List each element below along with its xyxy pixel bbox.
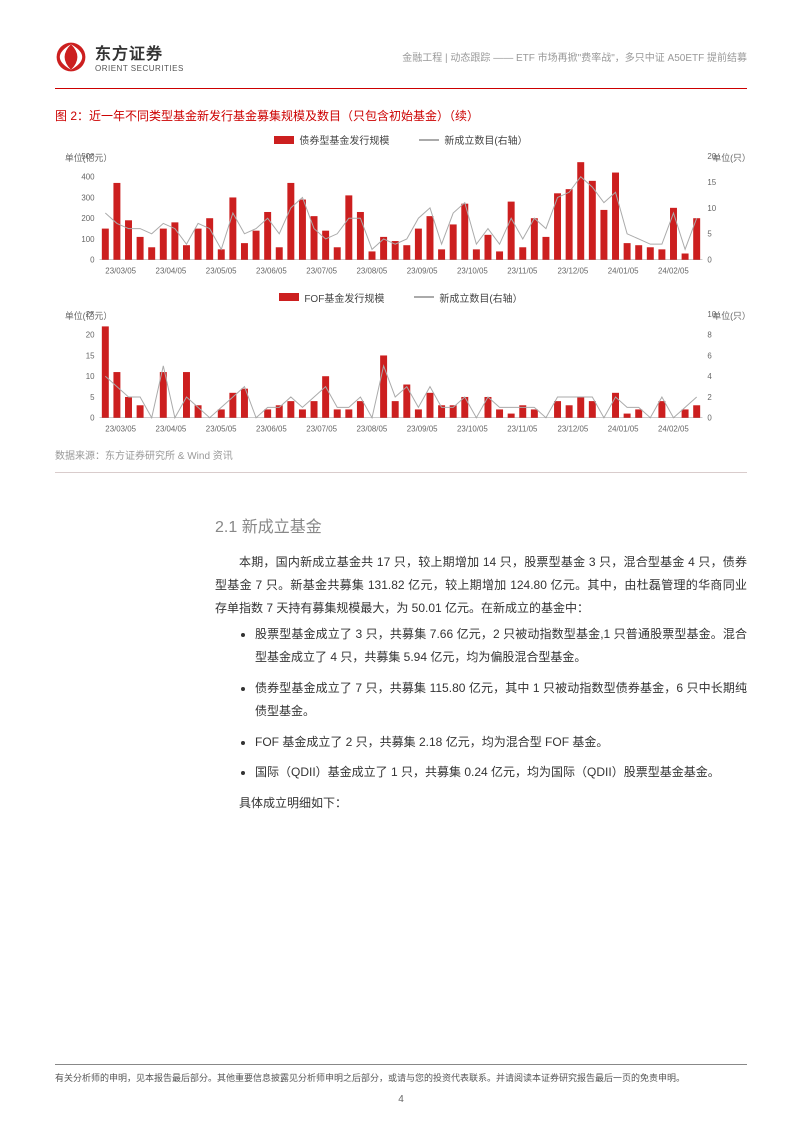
svg-text:23/04/05: 23/04/05: [156, 424, 187, 433]
chart1-svg: 单位(亿元）单位(只）01002003004005000510152023/03…: [55, 151, 747, 280]
section-heading: 2.1 新成立基金: [215, 513, 747, 537]
svg-text:23/07/05: 23/07/05: [306, 267, 337, 276]
logo-en: ORIENT SECURITIES: [95, 64, 184, 73]
legend-bar-2-label: FOF基金发行规模: [304, 290, 384, 305]
svg-text:23/11/05: 23/11/05: [507, 424, 538, 433]
bullet-item: 股票型基金成立了 3 只，共募集 7.66 亿元，2 只被动指数型基金,1 只普…: [255, 623, 747, 669]
page-header: 东方证券 ORIENT SECURITIES 金融工程 | 动态跟踪 —— ET…: [55, 40, 747, 73]
svg-text:0: 0: [90, 256, 95, 265]
svg-text:0: 0: [90, 413, 95, 422]
svg-text:6: 6: [707, 351, 712, 360]
svg-text:4: 4: [707, 372, 712, 381]
chart-fof-funds: FOF基金发行规模 新成立数目(右轴） 单位(亿元）单位(只）051015202…: [55, 290, 747, 438]
svg-text:23/12/05: 23/12/05: [558, 424, 589, 433]
svg-text:23/07/05: 23/07/05: [306, 424, 337, 433]
legend-line-1-label: 新成立数目(右轴）: [444, 132, 527, 147]
svg-text:23/03/05: 23/03/05: [105, 267, 136, 276]
header-breadcrumb: 金融工程 | 动态跟踪 —— ETF 市场再掀"费率战"，多只中证 A50ETF…: [402, 49, 747, 64]
legend-line-2-label: 新成立数目(右轴）: [439, 290, 522, 305]
svg-text:10: 10: [86, 372, 95, 381]
legend-bar-1: 债券型基金发行规模: [274, 132, 389, 147]
svg-text:0: 0: [707, 413, 712, 422]
section-paragraph: 本期，国内新成立基金共 17 只，较上期增加 14 只，股票型基金 3 只，混合…: [215, 551, 747, 619]
svg-text:24/02/05: 24/02/05: [658, 267, 689, 276]
svg-text:23/08/05: 23/08/05: [357, 424, 388, 433]
logo-cn: 东方证券: [95, 40, 184, 64]
svg-text:20: 20: [707, 152, 716, 161]
source-rule: [55, 472, 747, 473]
svg-text:25: 25: [86, 309, 95, 318]
svg-text:23/10/05: 23/10/05: [457, 424, 488, 433]
svg-text:23/06/05: 23/06/05: [256, 424, 287, 433]
svg-text:24/02/05: 24/02/05: [658, 424, 689, 433]
svg-text:5: 5: [90, 392, 95, 401]
svg-text:100: 100: [81, 235, 95, 244]
closing-text: 具体成立明细如下：: [215, 792, 747, 815]
svg-text:15: 15: [707, 178, 716, 187]
section-para-text: 本期，国内新成立基金共 17 只，较上期增加 14 只，股票型基金 3 只，混合…: [215, 551, 747, 619]
svg-text:400: 400: [81, 173, 95, 182]
chart-bond-funds: 债券型基金发行规模 新成立数目(右轴） 单位(亿元）单位(只）010020030…: [55, 132, 747, 280]
svg-text:10: 10: [707, 204, 716, 213]
bullet-list: 股票型基金成立了 3 只，共募集 7.66 亿元，2 只被动指数型基金,1 只普…: [255, 623, 747, 784]
svg-text:15: 15: [86, 351, 95, 360]
chart2-svg: 单位(亿元）单位(只）0510152025024681023/03/0523/0…: [55, 309, 747, 438]
page-number: 4: [55, 1094, 747, 1105]
svg-text:24/01/05: 24/01/05: [608, 267, 639, 276]
legend-line-1: 新成立数目(右轴）: [419, 132, 527, 147]
data-source: 数据来源：东方证券研究所 & Wind 资讯: [55, 447, 747, 462]
bullet-item: FOF 基金成立了 2 只，共募集 2.18 亿元，均为混合型 FOF 基金。: [255, 731, 747, 754]
svg-text:23/03/05: 23/03/05: [105, 424, 136, 433]
bullet-item: 国际（QDII）基金成立了 1 只，共募集 0.24 亿元，均为国际（QDII）…: [255, 761, 747, 784]
svg-text:23/09/05: 23/09/05: [407, 424, 438, 433]
svg-text:0: 0: [707, 256, 712, 265]
svg-text:23/05/05: 23/05/05: [206, 267, 237, 276]
closing-para: 具体成立明细如下：: [215, 792, 747, 815]
svg-text:2: 2: [707, 392, 711, 401]
footer-text: 有关分析师的申明，见本报告最后部分。其他重要信息披露见分析师申明之后部分，或请与…: [55, 1071, 747, 1084]
legend-line-2: 新成立数目(右轴）: [414, 290, 522, 305]
header-rule: [55, 88, 747, 89]
svg-text:8: 8: [707, 330, 712, 339]
legend-bar-1-label: 债券型基金发行规模: [299, 132, 389, 147]
figure-title: 图 2：近一年不同类型基金新发行基金募集规模及数目（只包含初始基金）（续）: [55, 107, 747, 124]
orient-logo-icon: [55, 41, 87, 73]
svg-text:24/01/05: 24/01/05: [608, 424, 639, 433]
svg-text:5: 5: [707, 230, 712, 239]
svg-text:23/09/05: 23/09/05: [407, 267, 438, 276]
svg-text:200: 200: [81, 214, 95, 223]
svg-text:23/05/05: 23/05/05: [206, 424, 237, 433]
svg-text:300: 300: [81, 193, 95, 202]
svg-text:23/04/05: 23/04/05: [156, 267, 187, 276]
legend-bar-2: FOF基金发行规模: [279, 290, 384, 305]
logo-area: 东方证券 ORIENT SECURITIES: [55, 40, 184, 73]
svg-text:23/10/05: 23/10/05: [457, 267, 488, 276]
svg-text:单位(只）: 单位(只）: [712, 152, 747, 163]
svg-text:23/11/05: 23/11/05: [507, 267, 538, 276]
svg-text:500: 500: [81, 152, 95, 161]
svg-text:10: 10: [707, 309, 716, 318]
footer: 有关分析师的申明，见本报告最后部分。其他重要信息披露见分析师申明之后部分，或请与…: [55, 1064, 747, 1105]
svg-text:23/08/05: 23/08/05: [357, 267, 388, 276]
bullet-item: 债券型基金成立了 7 只，共募集 115.80 亿元，其中 1 只被动指数型债券…: [255, 677, 747, 723]
svg-text:23/06/05: 23/06/05: [256, 267, 287, 276]
svg-text:23/12/05: 23/12/05: [558, 267, 589, 276]
svg-text:20: 20: [86, 330, 95, 339]
svg-text:单位(只）: 单位(只）: [712, 309, 747, 320]
